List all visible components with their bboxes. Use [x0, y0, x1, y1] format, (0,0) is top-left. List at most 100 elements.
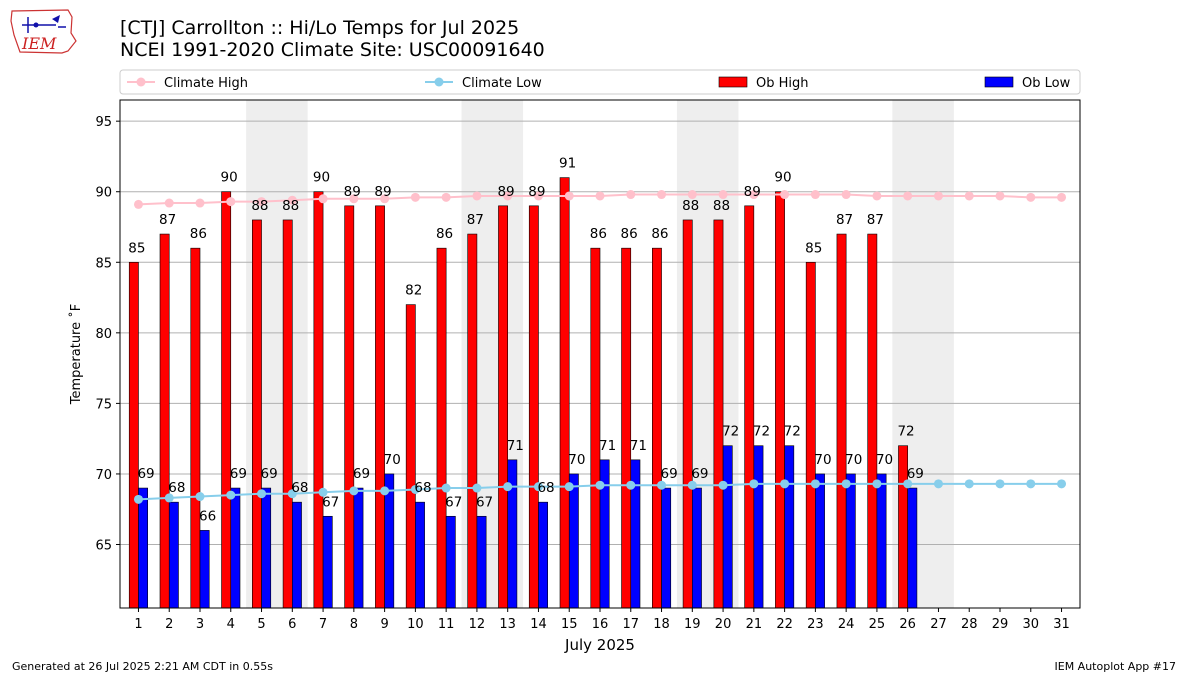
- ob-low-bar: [507, 459, 518, 609]
- iem-logo: IEM: [10, 9, 77, 54]
- ob-high-label: 90: [313, 170, 330, 186]
- climate-low-point: [626, 480, 636, 490]
- climate-high-point: [1057, 192, 1067, 202]
- climate-high-point: [164, 198, 174, 208]
- ob-low-label: 67: [476, 494, 493, 510]
- ob-low-label: 71: [630, 438, 647, 454]
- ob-low-label: 69: [353, 466, 370, 482]
- ob-low-label: 72: [784, 424, 801, 440]
- ob-high-bar: [128, 261, 139, 609]
- x-tick-label: 27: [930, 617, 947, 632]
- climate-low-point: [841, 479, 851, 489]
- ob-low-label: 67: [445, 494, 462, 510]
- ob-high-bar: [344, 205, 355, 609]
- climate-high-point: [349, 194, 359, 204]
- legend-marker-swatch: [136, 77, 146, 87]
- climate-low-point: [1026, 479, 1036, 489]
- climate-low-point: [995, 479, 1005, 489]
- legend-label: Climate High: [164, 76, 248, 91]
- ob-low-label: 69: [691, 466, 708, 482]
- generated-timestamp: Generated at 26 Jul 2025 2:21 AM CDT in …: [12, 660, 273, 673]
- ob-high-label: 90: [774, 170, 791, 186]
- ob-high-bar: [528, 205, 539, 609]
- ob-low-label: 69: [261, 466, 278, 482]
- ob-low-label: 72: [753, 424, 770, 440]
- climate-high-point: [287, 195, 297, 205]
- climate-low-point: [533, 482, 543, 492]
- ob-high-bar: [436, 247, 447, 609]
- climate-low-point: [380, 486, 390, 496]
- ob-high-label: 87: [836, 212, 853, 228]
- ob-low-label: 68: [168, 480, 185, 496]
- chart-title: [CTJ] Carrollton :: Hi/Lo Temps for Jul …: [120, 17, 545, 61]
- ob-high-bar: [498, 205, 508, 609]
- climate-high-point: [810, 190, 820, 200]
- climate-low-point: [964, 479, 974, 489]
- title-line-1: [CTJ] Carrollton :: Hi/Lo Temps for Jul …: [120, 17, 520, 39]
- ob-high-label: 86: [590, 226, 607, 242]
- legend-label: Climate Low: [462, 76, 542, 91]
- climate-low-point: [503, 482, 513, 492]
- x-tick-label: 31: [1053, 617, 1070, 632]
- y-axis-title: Temperature ˚F: [68, 304, 84, 405]
- x-tick-label: 21: [746, 617, 763, 632]
- climate-low-point: [595, 480, 605, 490]
- climate-high-point: [903, 191, 913, 201]
- ob-high-bar: [282, 219, 293, 609]
- climate-low-point: [872, 479, 882, 489]
- ob-high-label: 86: [190, 226, 207, 242]
- ob-low-label: 71: [507, 438, 524, 454]
- ob-high-bar: [467, 233, 478, 609]
- ob-high-label: 88: [251, 198, 268, 214]
- ob-high-bar: [375, 205, 385, 609]
- legend: Climate High Climate Low Ob High Ob Low: [119, 69, 1081, 95]
- ob-high-bar: [405, 304, 416, 609]
- ob-high-bar: [805, 261, 816, 609]
- x-tick-label: 7: [319, 617, 327, 632]
- ob-low-label: 70: [876, 452, 893, 468]
- climate-high-point: [718, 190, 728, 200]
- ob-low-bar: [261, 487, 272, 609]
- x-axis-title: July 2025: [564, 636, 635, 654]
- ob-high-label: 89: [744, 184, 761, 200]
- ob-high-label: 85: [805, 240, 822, 256]
- climate-high-point: [780, 190, 790, 200]
- x-tick-label: 25: [869, 617, 886, 632]
- x-tick-label: 22: [776, 617, 793, 632]
- climate-high-point: [841, 190, 851, 200]
- x-tick-label: 19: [684, 617, 701, 632]
- ob-high-label: 89: [374, 184, 391, 200]
- x-tick-label: 8: [350, 617, 358, 632]
- bars: [128, 177, 918, 609]
- ob-low-bar: [876, 473, 887, 609]
- climate-low-point: [903, 479, 913, 489]
- x-tick-label: 15: [561, 617, 578, 632]
- climate-low-point: [318, 487, 328, 497]
- climate-low-point: [287, 489, 297, 499]
- climate-low-point: [164, 493, 174, 503]
- legend-label: Ob Low: [1022, 76, 1071, 91]
- climate-low-point: [410, 484, 420, 494]
- ob-low-bar: [199, 530, 210, 609]
- ob-high-bar: [652, 247, 662, 609]
- title-line-2: NCEI 1991-2020 Climate Site: USC00091640: [120, 39, 545, 61]
- ob-high-bar: [867, 233, 878, 609]
- legend-bar-swatch: [718, 76, 748, 88]
- ob-high-label: 89: [497, 184, 514, 200]
- climate-low-point: [933, 479, 943, 489]
- climate-high-point: [872, 191, 882, 201]
- ob-high-bar: [313, 191, 324, 609]
- y-tick-label: 70: [95, 468, 112, 483]
- ob-low-bar: [815, 473, 825, 609]
- y-tick-label: 80: [95, 327, 112, 342]
- ob-low-label: 68: [537, 480, 554, 496]
- climate-low-point: [226, 490, 236, 500]
- climate-high-point: [410, 192, 420, 202]
- ob-low-label: 69: [661, 466, 678, 482]
- climate-high-point: [687, 190, 697, 200]
- ob-high-label: 87: [467, 212, 484, 228]
- ob-high-bar: [775, 191, 785, 609]
- x-tick-label: 26: [899, 617, 916, 632]
- ob-low-bar: [538, 501, 548, 609]
- ob-low-bar: [476, 515, 487, 609]
